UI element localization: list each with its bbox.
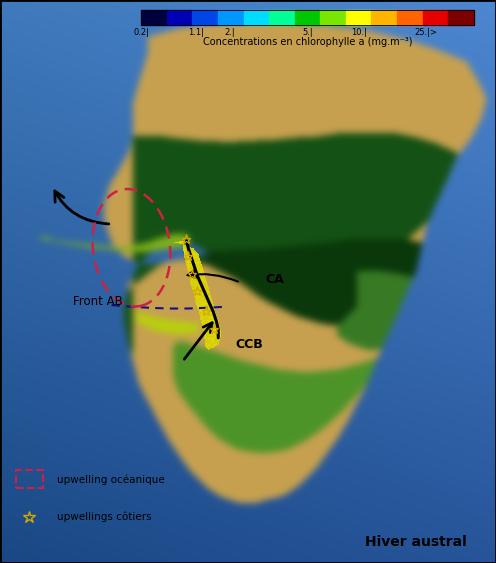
Bar — [16, 470, 43, 488]
Text: 1.1|: 1.1| — [188, 28, 204, 37]
Bar — [448, 10, 474, 25]
Bar — [218, 10, 244, 25]
Bar — [295, 10, 320, 25]
Bar — [244, 10, 269, 25]
Bar — [167, 10, 192, 25]
Text: CCB: CCB — [236, 338, 263, 351]
Bar — [269, 10, 295, 25]
Text: 2.|: 2.| — [224, 28, 235, 37]
Text: 5.|: 5.| — [302, 28, 313, 37]
Bar — [192, 10, 218, 25]
Bar — [346, 10, 372, 25]
Bar — [320, 10, 346, 25]
Bar — [372, 10, 397, 25]
Bar — [397, 10, 423, 25]
Text: 10.|: 10.| — [351, 28, 367, 37]
Text: 25.|>: 25.|> — [414, 28, 437, 37]
Text: CA: CA — [265, 272, 284, 286]
Text: upwellings côtiers: upwellings côtiers — [57, 512, 152, 522]
Text: upwelling océanique: upwelling océanique — [57, 475, 165, 485]
Text: Hiver austral: Hiver austral — [365, 535, 466, 548]
Text: Front AB: Front AB — [73, 295, 123, 309]
Bar — [141, 10, 474, 25]
Text: Concentrations en chlorophylle a (mg.m⁻³): Concentrations en chlorophylle a (mg.m⁻³… — [203, 37, 412, 47]
Bar — [423, 10, 448, 25]
Text: 0.2|: 0.2| — [133, 28, 149, 37]
Bar — [141, 10, 167, 25]
